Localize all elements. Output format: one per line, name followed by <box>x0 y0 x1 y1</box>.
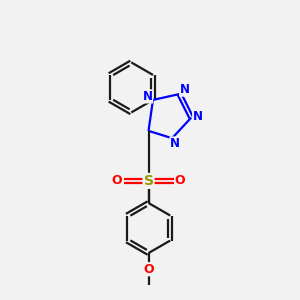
Text: S: S <box>143 174 154 188</box>
Text: N: N <box>170 137 180 150</box>
Text: N: N <box>193 110 203 123</box>
Text: O: O <box>143 263 154 276</box>
Text: O: O <box>175 174 185 188</box>
Text: N: N <box>180 83 190 96</box>
Text: O: O <box>112 174 122 188</box>
Text: N: N <box>142 90 153 103</box>
